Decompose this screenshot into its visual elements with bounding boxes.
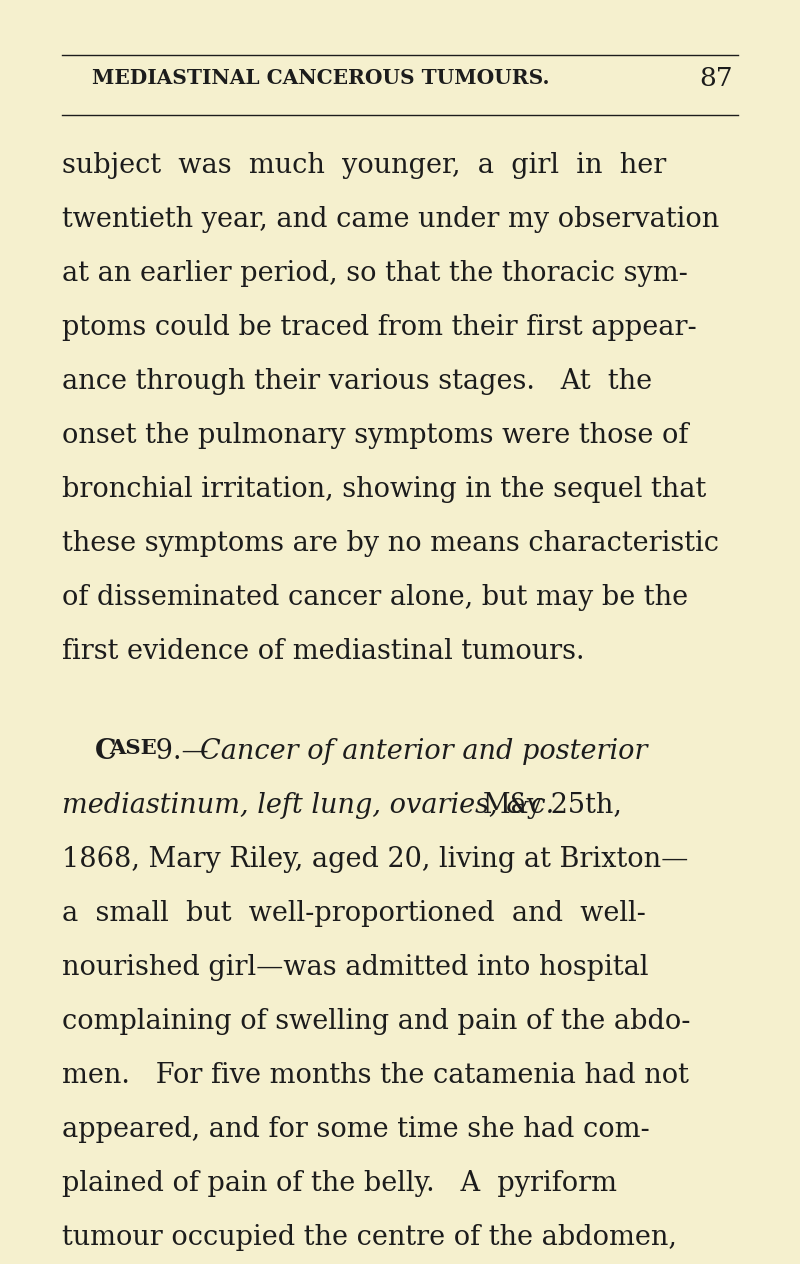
Text: complaining of swelling and pain of the abdo-: complaining of swelling and pain of the … bbox=[62, 1007, 690, 1035]
Text: appeared, and for some time she had com-: appeared, and for some time she had com- bbox=[62, 1116, 650, 1143]
Text: of disseminated cancer alone, but may be the: of disseminated cancer alone, but may be… bbox=[62, 584, 688, 611]
Text: May 25th,: May 25th, bbox=[457, 793, 622, 819]
Text: ance through their various stages.   At  the: ance through their various stages. At th… bbox=[62, 368, 652, 394]
Text: a  small  but  well-proportioned  and  well-: a small but well-proportioned and well- bbox=[62, 900, 646, 927]
Text: onset the pulmonary symptoms were those of: onset the pulmonary symptoms were those … bbox=[62, 422, 688, 449]
Text: nourished girl—was admitted into hospital: nourished girl—was admitted into hospita… bbox=[62, 954, 649, 981]
Text: Cancer of anterior and posterior: Cancer of anterior and posterior bbox=[200, 738, 647, 765]
Text: ptoms could be traced from their first appear-: ptoms could be traced from their first a… bbox=[62, 313, 697, 341]
Text: tumour occupied the centre of the abdomen,: tumour occupied the centre of the abdome… bbox=[62, 1224, 677, 1251]
Text: first evidence of mediastinal tumours.: first evidence of mediastinal tumours. bbox=[62, 638, 585, 665]
Text: bronchial irritation, showing in the sequel that: bronchial irritation, showing in the seq… bbox=[62, 477, 706, 503]
Text: men.   For five months the catamenia had not: men. For five months the catamenia had n… bbox=[62, 1062, 689, 1088]
Text: 1868, Mary Riley, aged 20, living at Brixton—: 1868, Mary Riley, aged 20, living at Bri… bbox=[62, 846, 688, 873]
Text: at an earlier period, so that the thoracic sym-: at an earlier period, so that the thorac… bbox=[62, 260, 688, 287]
Text: ASE: ASE bbox=[109, 738, 157, 758]
Text: C: C bbox=[95, 738, 117, 765]
Text: twentieth year, and came under my observation: twentieth year, and came under my observ… bbox=[62, 206, 719, 233]
Text: 9.—: 9.— bbox=[147, 738, 209, 765]
Text: mediastinum, left lung, ovaries, &c.: mediastinum, left lung, ovaries, &c. bbox=[62, 793, 554, 819]
Text: subject  was  much  younger,  a  girl  in  her: subject was much younger, a girl in her bbox=[62, 152, 666, 179]
Text: 87: 87 bbox=[699, 66, 733, 91]
Text: these symptoms are by no means characteristic: these symptoms are by no means character… bbox=[62, 530, 719, 557]
Text: MEDIASTINAL CANCEROUS TUMOURS.: MEDIASTINAL CANCEROUS TUMOURS. bbox=[92, 68, 550, 88]
Text: plained of pain of the belly.   A  pyriform: plained of pain of the belly. A pyriform bbox=[62, 1170, 617, 1197]
